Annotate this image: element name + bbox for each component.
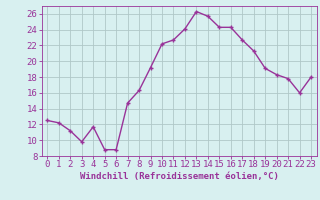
X-axis label: Windchill (Refroidissement éolien,°C): Windchill (Refroidissement éolien,°C) — [80, 172, 279, 181]
